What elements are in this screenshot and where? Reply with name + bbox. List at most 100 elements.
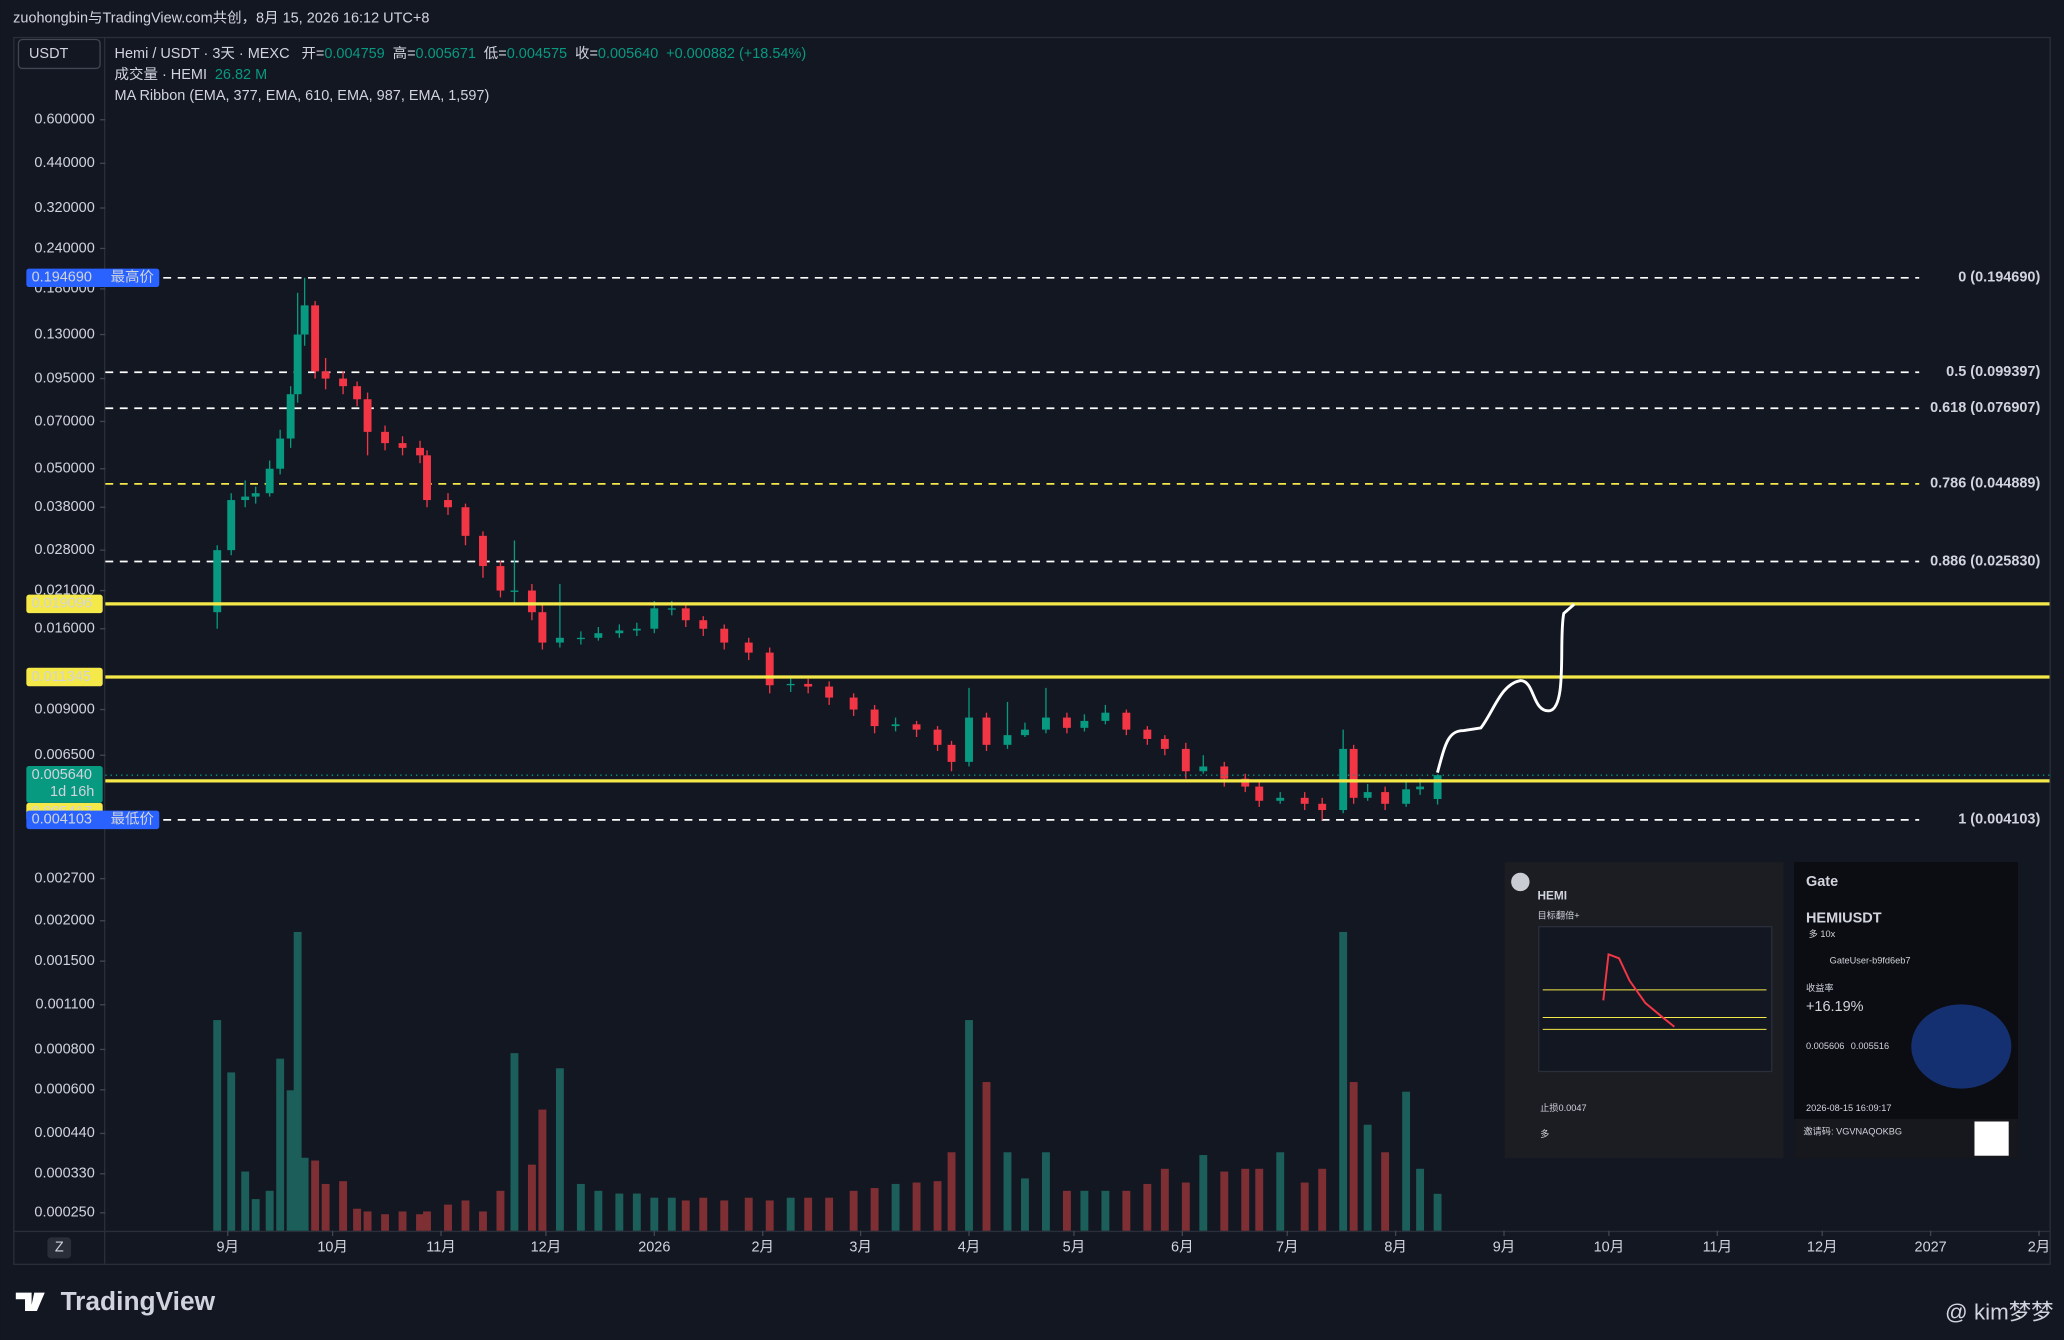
x-tick-label: 12月 — [531, 1240, 562, 1256]
volume-bar — [1381, 1152, 1390, 1231]
qr-code — [1974, 1121, 2009, 1156]
volume-bar — [1318, 1168, 1327, 1231]
extreme-tag-price: 0.194690 — [32, 270, 92, 286]
volume-bar — [615, 1193, 624, 1231]
volume-bar — [1101, 1190, 1110, 1231]
volume-bar — [510, 1053, 519, 1231]
fib-label: 0.786 (0.044889) — [1930, 476, 2040, 492]
volume-bar — [276, 1058, 285, 1231]
volume-bar — [650, 1197, 659, 1231]
scale-button-label[interactable]: Z — [55, 1240, 64, 1256]
candle-body — [933, 729, 942, 745]
legend-symbol: Hemi / USDT · 3天 · MEXC 开=0.004759 高=0.00… — [115, 45, 807, 62]
y-tick-label: 0.000800 — [34, 1041, 94, 1057]
fib-label: 0.5 (0.099397) — [1946, 364, 2040, 380]
volume-bar — [1363, 1124, 1372, 1231]
x-tick-label: 11月 — [426, 1240, 456, 1256]
volume-bar — [912, 1182, 921, 1231]
currency-label[interactable]: USDT — [29, 46, 69, 62]
candle-body — [1276, 797, 1285, 801]
fib-label: 1 (0.004103) — [1958, 812, 2040, 828]
candle-body — [849, 697, 858, 710]
volume-bar — [1416, 1168, 1425, 1231]
gate-mark: 0.005516 — [1851, 1041, 1889, 1051]
extreme-tag-text: 最低价 — [111, 811, 155, 828]
volume-bar — [265, 1190, 274, 1231]
x-tick-label: 12月 — [1807, 1240, 1838, 1256]
volume-bar — [947, 1152, 956, 1231]
y-tick-label: 0.006500 — [34, 747, 94, 763]
y-tick-label: 0.000440 — [34, 1125, 94, 1141]
volume-bar — [870, 1188, 879, 1231]
volume-bar — [982, 1082, 991, 1231]
candle-body — [241, 496, 250, 501]
credit: @ kim梦梦 — [1945, 1300, 2053, 1325]
thumb-subtitle: 目标翻倍+ — [1537, 910, 1579, 921]
candle-body — [594, 633, 603, 638]
volume-bar — [681, 1200, 690, 1231]
volume-legend: 成交量 · HEMI 26.82 M — [115, 65, 268, 83]
gate-pair: HEMIUSDT — [1806, 911, 1882, 927]
candle-body — [423, 455, 431, 501]
candle-body — [681, 608, 690, 621]
volume-bar — [765, 1200, 774, 1231]
candle-body — [720, 628, 729, 643]
candle-body — [381, 431, 390, 444]
y-tick-label: 0.038000 — [34, 499, 94, 515]
candle-body — [912, 724, 921, 730]
volume-bar — [213, 1020, 222, 1231]
candle-body — [1255, 786, 1264, 801]
y-tick-label: 0.000250 — [34, 1205, 94, 1221]
x-tick-label: 5月 — [1063, 1240, 1086, 1256]
scale-button[interactable] — [47, 1237, 72, 1259]
thumb-side: 多 — [1540, 1128, 1549, 1139]
tv-logo-mark — [15, 1292, 45, 1312]
candle-body — [744, 642, 753, 653]
y-tick-label: 0.009000 — [34, 701, 94, 717]
x-tick-label: 10月 — [317, 1240, 348, 1256]
gate-entry: 0.005606 — [1806, 1041, 1844, 1051]
gate-roi-label: 收益率 — [1806, 982, 1834, 993]
candle-body — [891, 724, 900, 727]
x-tick-label: 8月 — [1384, 1240, 1407, 1256]
x-tick-label: 4月 — [958, 1240, 981, 1256]
thumb-chart — [1538, 926, 1773, 1073]
volume-bar — [1122, 1190, 1131, 1231]
gate-art — [1911, 1004, 2012, 1089]
candle-body — [339, 378, 348, 387]
candle-body — [804, 683, 813, 687]
candle-body — [632, 628, 641, 631]
extreme-tag-price: 0.004103 — [32, 812, 92, 828]
candle-body — [538, 612, 547, 643]
x-tick-label: 7月 — [1276, 1240, 1299, 1256]
volume-bar — [804, 1197, 813, 1231]
candle-body — [667, 608, 676, 610]
volume-bar — [1181, 1182, 1190, 1231]
y-tick-label: 0.001500 — [34, 953, 94, 969]
volume-bar — [339, 1181, 348, 1231]
x-tick-label: 2027 — [1915, 1240, 1947, 1256]
candle-body — [947, 744, 956, 762]
volume-bar — [251, 1199, 260, 1231]
volume-bar — [527, 1164, 536, 1231]
thumbnail-right: Gate HEMIUSDT 多 10x GateUser-b9fd6eb7 收益… — [1794, 862, 2018, 1159]
volume-bar — [1433, 1193, 1442, 1231]
volume-bar — [1003, 1152, 1012, 1231]
volume-bar — [1300, 1182, 1309, 1231]
ohlc-label: 低= — [484, 45, 507, 62]
candle-body — [1300, 797, 1309, 804]
candle-body — [1381, 792, 1390, 804]
currency-button[interactable] — [17, 38, 101, 70]
level-tag — [26, 594, 103, 614]
volume-bar — [227, 1072, 236, 1231]
volume-bar — [300, 1157, 309, 1231]
volume-bar — [744, 1197, 753, 1231]
volume-bar — [555, 1068, 564, 1231]
level-tag — [26, 667, 103, 687]
change: +0.000882 (+18.54%) — [666, 46, 806, 62]
candle-body — [416, 447, 424, 456]
ohlc-value: 0.005671 — [416, 46, 476, 62]
level-tag-label: 0.019096 — [32, 596, 92, 612]
volume-bar — [1349, 1082, 1358, 1231]
